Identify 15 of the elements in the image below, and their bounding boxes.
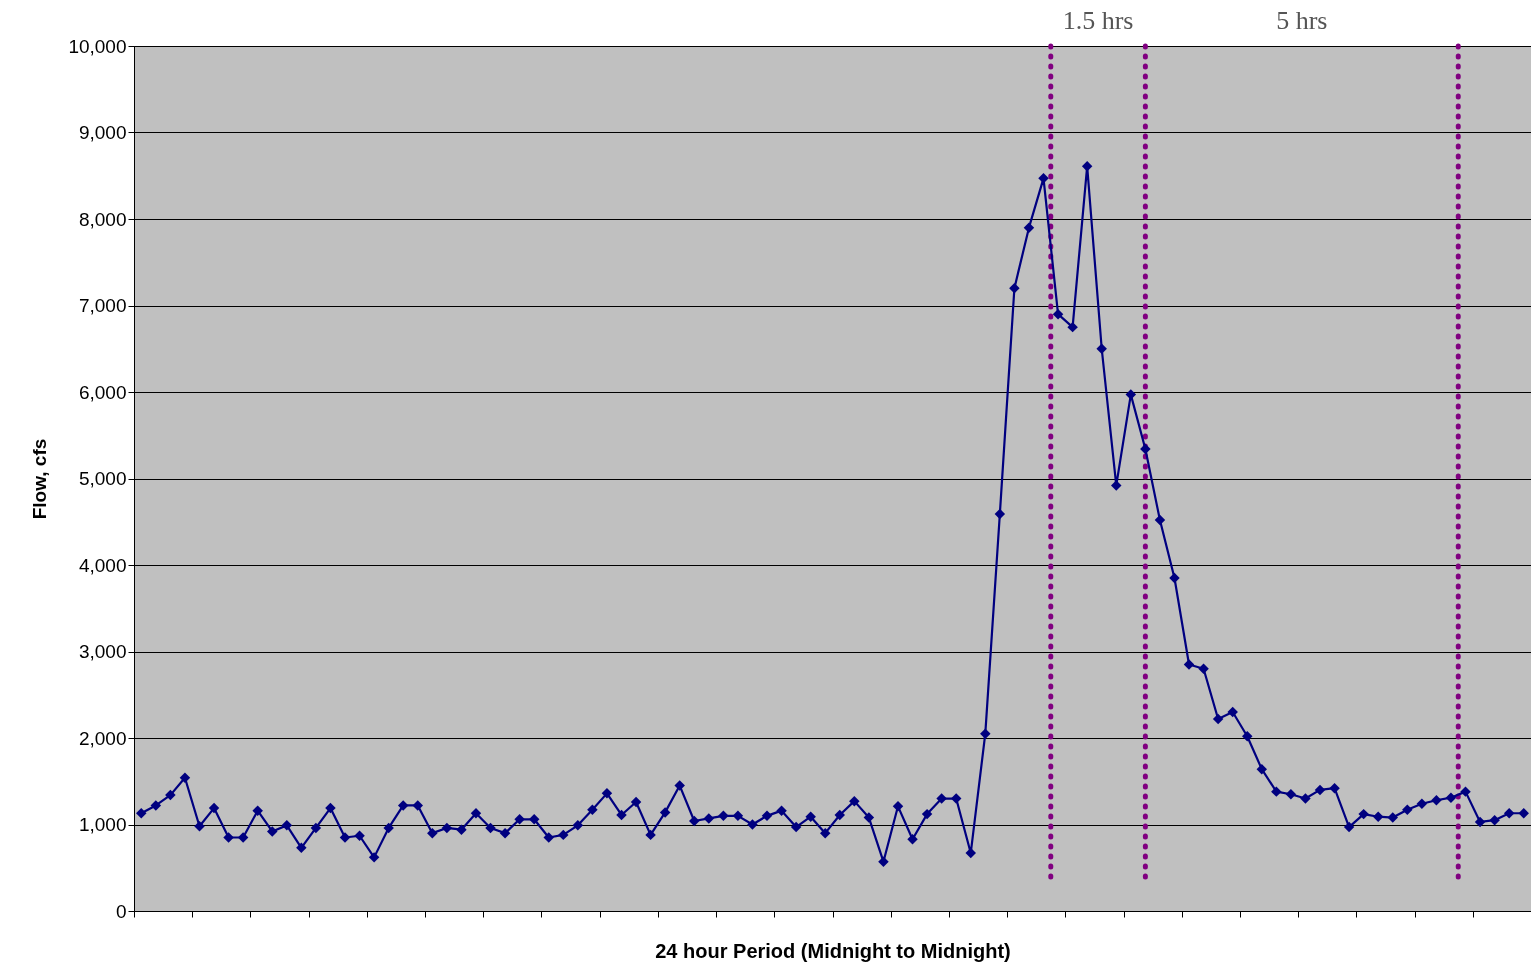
x-axis-title: 24 hour Period (Midnight to Midnight): [655, 940, 1011, 962]
y-tick-label: 9,000: [78, 122, 127, 143]
y-tick-label: 3,000: [78, 641, 127, 662]
text: 1.5 hrs: [1062, 6, 1134, 35]
y-tick-label: 0: [115, 900, 127, 922]
y-tick-label: 7,000: [78, 295, 127, 316]
text: 5 hrs: [1276, 6, 1328, 35]
y-tick-label: 8,000: [78, 208, 127, 230]
y-tick-label: 10,000: [68, 35, 127, 57]
y-tick-label: 1,000: [78, 814, 127, 835]
y-tick-label: 4,000: [78, 554, 127, 576]
y-tick-label: 2,000: [78, 727, 127, 749]
y-tick-label: 5,000: [78, 468, 127, 489]
y-tick-label: 6,000: [78, 381, 127, 403]
y-axis-title: Flow, cfs: [29, 438, 51, 520]
